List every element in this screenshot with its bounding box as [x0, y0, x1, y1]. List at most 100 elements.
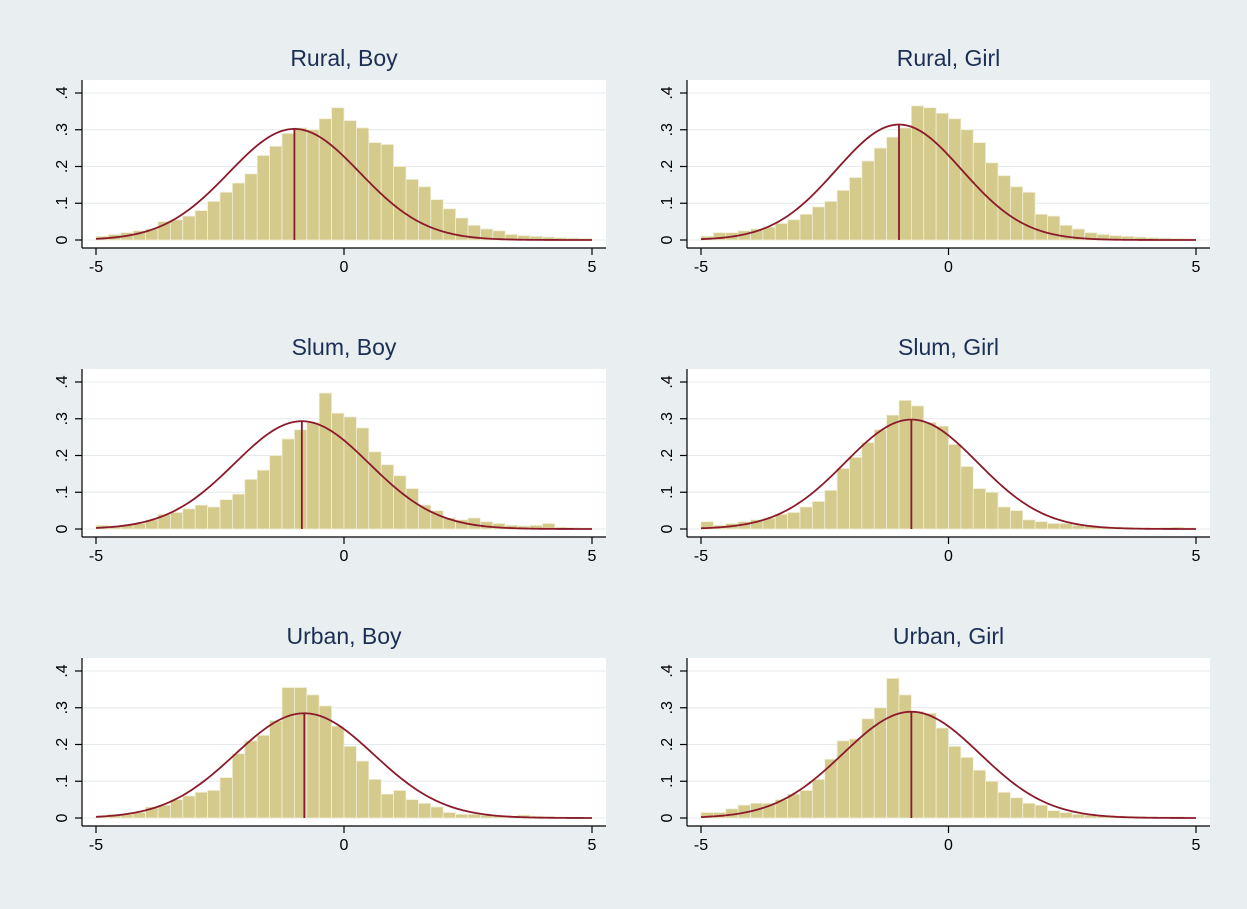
histogram-bar — [948, 118, 962, 241]
histogram-bar — [331, 725, 345, 819]
y-tick-label: .3 — [659, 701, 676, 714]
histogram-bar — [811, 779, 826, 819]
histogram-bar — [182, 508, 196, 530]
y-tick-label: .4 — [54, 664, 71, 677]
histogram-bar — [923, 107, 937, 241]
y-tick-label: .3 — [659, 412, 676, 425]
histogram-bar — [368, 451, 382, 530]
histogram-bar — [343, 120, 357, 241]
x-tick-label: 0 — [944, 548, 953, 565]
x-tick-label: 0 — [944, 837, 953, 854]
histogram-bar — [442, 208, 457, 241]
histogram-bar — [194, 210, 208, 241]
histogram-bar — [997, 506, 1011, 530]
panel-title: Rural, Girl — [897, 45, 1001, 71]
histogram-bar — [194, 504, 208, 530]
histogram-bar — [207, 506, 221, 530]
x-tick-label: 0 — [340, 548, 349, 565]
histogram-bar — [787, 219, 801, 241]
histogram-bar — [886, 677, 900, 819]
x-tick-label: -5 — [694, 837, 708, 854]
histogram-bar — [836, 189, 850, 241]
panel-4: 0 .1 .2 .3 .4 -5 0 5 Urban, Boy — [54, 623, 606, 854]
panel-0: 0 .1 .2 .3 .4 -5 0 5 Rural, Boy — [54, 45, 606, 276]
panel-1: 0 .1 .2 .3 .4 -5 0 5 Rural, Girl — [659, 45, 1210, 276]
panel-3: 0 .1 .2 .3 .4 -5 0 5 Slum, Girl — [659, 334, 1210, 565]
x-tick-label: 0 — [340, 259, 349, 276]
x-tick-label: 5 — [1192, 837, 1201, 854]
histogram-bar — [231, 182, 246, 241]
histogram-bar — [219, 499, 233, 530]
normal-density-curve — [95, 712, 592, 819]
histogram-bar — [417, 802, 432, 819]
histogram-bar — [182, 215, 196, 241]
histogram-bar — [219, 191, 233, 241]
histogram-bar — [393, 790, 407, 819]
histogram-bar — [293, 429, 308, 530]
histogram-bar — [355, 127, 370, 241]
x-tick-label: 5 — [1192, 548, 1201, 565]
histogram-bar — [910, 105, 925, 241]
histogram-bar — [207, 201, 221, 241]
panel-2: 0 .1 .2 .3 .4 -5 0 5 Slum, Boy — [54, 334, 606, 565]
histogram-bar — [306, 422, 320, 530]
histogram-bar — [861, 160, 875, 241]
histogram-bar — [169, 799, 184, 819]
x-tick-label: 0 — [340, 837, 349, 854]
histogram-bar — [923, 422, 937, 530]
histogram-bar — [1071, 813, 1086, 819]
histogram-bar — [1009, 186, 1024, 241]
histogram-bar — [405, 488, 419, 530]
histogram-bar — [910, 711, 925, 819]
histogram-bar — [442, 812, 457, 819]
y-tick-label: 0 — [54, 524, 71, 533]
y-tick-label: .1 — [659, 196, 676, 209]
histogram-bar — [194, 791, 208, 819]
histogram-bar — [972, 142, 987, 241]
histogram-bar — [910, 405, 925, 530]
histogram-bar — [873, 147, 888, 241]
y-tick-label: 0 — [54, 813, 71, 822]
x-tick-label: -5 — [694, 548, 708, 565]
histogram-bar — [873, 429, 888, 530]
histogram-bar — [380, 464, 395, 530]
y-tick-label: .4 — [659, 375, 676, 388]
histogram-bar — [935, 727, 949, 819]
histogram-bar — [1034, 213, 1048, 241]
histogram-bar — [343, 745, 357, 819]
y-tick-label: .2 — [659, 738, 676, 751]
histogram-bar — [811, 206, 826, 241]
histogram-bar — [824, 490, 838, 530]
y-tick-label: 0 — [54, 235, 71, 244]
histogram-bar — [169, 512, 184, 530]
y-tick-label: 0 — [659, 235, 676, 244]
histogram-bar — [244, 173, 258, 241]
normal-density-curve — [95, 128, 592, 241]
histogram-bar — [1047, 523, 1061, 530]
histogram-bar — [1022, 519, 1036, 530]
panel-title: Urban, Boy — [286, 623, 402, 649]
histogram-bar — [1009, 510, 1024, 530]
histogram-bar — [231, 753, 246, 819]
x-tick-label: 5 — [588, 259, 597, 276]
x-tick-label: 0 — [944, 259, 953, 276]
histogram-bar — [849, 177, 863, 241]
histogram-bar — [269, 455, 283, 530]
y-tick-label: .2 — [659, 449, 676, 462]
histogram-bar — [997, 791, 1011, 819]
histogram-bar — [861, 442, 875, 530]
histogram-bar — [972, 769, 987, 819]
y-tick-label: .3 — [54, 701, 71, 714]
y-tick-label: .2 — [54, 160, 71, 173]
histogram-bar — [331, 107, 345, 241]
histogram-bar — [318, 392, 333, 530]
x-tick-label: -5 — [89, 259, 103, 276]
histogram-bar — [1034, 804, 1048, 819]
histogram-bar — [923, 712, 937, 819]
panel-5: 0 .1 .2 .3 .4 -5 0 5 Urban, Girl — [659, 623, 1210, 854]
histogram-bar — [380, 793, 395, 819]
y-tick-label: .1 — [54, 196, 71, 209]
x-tick-label: 5 — [588, 837, 597, 854]
histogram-bar — [405, 799, 419, 819]
y-tick-label: .4 — [54, 86, 71, 99]
